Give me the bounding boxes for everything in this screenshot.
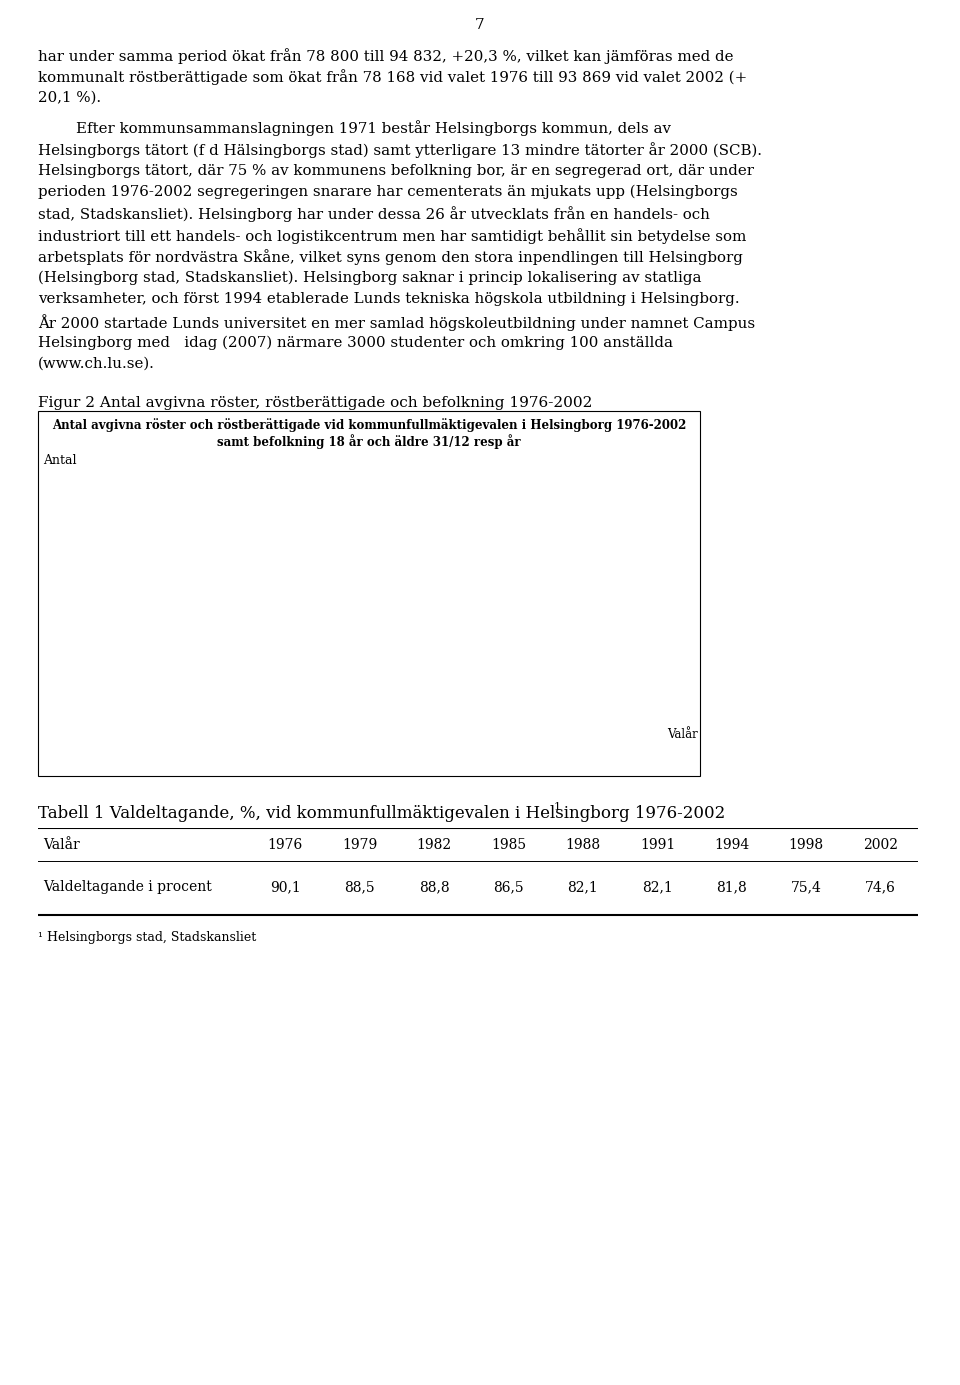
Text: Efter kommunsammanslagningen 1971 består Helsingborgs kommun, dels av: Efter kommunsammanslagningen 1971 består… [38,120,671,136]
Text: 1994: 1994 [714,838,750,852]
Text: Valår: Valår [43,838,80,852]
Text: 20,1 %).: 20,1 %). [38,91,101,105]
Text: 1976: 1976 [268,838,302,852]
Text: 7: 7 [475,18,485,32]
Text: Helsingborgs tätort (f d Hälsingborgs stad) samt ytterligare 13 mindre tätorter : Helsingborgs tätort (f d Hälsingborgs st… [38,143,762,158]
Text: 1985: 1985 [491,838,526,852]
Text: 81,8: 81,8 [716,881,747,895]
Text: (www.ch.lu.se).: (www.ch.lu.se). [38,357,155,371]
Text: Helsingborg med   idag (2007) närmare 3000 studenter och omkring 100 anställda: Helsingborg med idag (2007) närmare 3000… [38,335,673,350]
Text: 2002: 2002 [863,838,899,852]
Text: År 2000 startade Lunds universitet en mer samlad högskoleutbildning under namnet: År 2000 startade Lunds universitet en me… [38,314,756,331]
Text: industriort till ett handels- och logistikcentrum men har samtidigt behållit sin: industriort till ett handels- och logist… [38,229,746,244]
Text: arbetsplats för nordvästra Skåne, vilket syns genom den stora inpendlingen till : arbetsplats för nordvästra Skåne, vilket… [38,249,743,266]
Text: 74,6: 74,6 [865,881,897,895]
Text: Helsingborgs tätort, där 75 % av kommunens befolkning bor, är en segregerad ort,: Helsingborgs tätort, där 75 % av kommune… [38,163,754,177]
Text: har under samma period ökat från 78 800 till 94 832, +20,3 %, vilket kan jämföra: har under samma period ökat från 78 800 … [38,48,733,64]
Text: 86,5: 86,5 [493,881,524,895]
Text: samt befolkning 18 år och äldre 31/12 resp år: samt befolkning 18 år och äldre 31/12 re… [217,435,521,449]
Text: 1991: 1991 [639,838,675,852]
Text: stad, Stadskansliet). Helsingborg har under dessa 26 år utvecklats från en hande: stad, Stadskansliet). Helsingborg har un… [38,206,709,223]
Text: 1998: 1998 [789,838,824,852]
Text: 90,1: 90,1 [270,881,300,895]
Text: 88,8: 88,8 [419,881,449,895]
Text: Figur 2 Antal avgivna röster, röstberättigade och befolkning 1976-2002: Figur 2 Antal avgivna röster, röstberätt… [38,396,592,410]
Text: verksamheter, och först 1994 etablerade Lunds tekniska högskola utbildning i Hel: verksamheter, och först 1994 etablerade … [38,292,739,306]
Text: ¹ Helsingborgs stad, Stadskansliet: ¹ Helsingborgs stad, Stadskansliet [38,931,256,943]
Text: (Helsingborg stad, Stadskansliet). Helsingborg saknar i princip lokalisering av : (Helsingborg stad, Stadskansliet). Helsi… [38,271,702,285]
Text: 1982: 1982 [417,838,451,852]
Text: 1979: 1979 [342,838,377,852]
Text: Tabell 1 Valdeltagande, %, vid kommunfullmäktigevalen i Helsingborg 1976-2002: Tabell 1 Valdeltagande, %, vid kommunful… [38,806,725,823]
Text: perioden 1976-2002 segregeringen snarare har cementerats än mjukats upp (Helsing: perioden 1976-2002 segregeringen snarare… [38,186,737,199]
Text: Antal: Antal [43,454,77,468]
Text: kommunalt röstberättigade som ökat från 78 168 vid valet 1976 till 93 869 vid va: kommunalt röstberättigade som ökat från … [38,69,747,86]
Text: 88,5: 88,5 [345,881,375,895]
Text: 1: 1 [554,802,561,812]
Text: Valår: Valår [667,729,698,741]
Legend: Avg röster, Röstber, Befolk31/12: Avg röster, Röstber, Befolk31/12 [223,737,579,762]
Text: 82,1: 82,1 [642,881,673,895]
Text: Valdeltagande i procent: Valdeltagande i procent [43,881,212,895]
Text: 82,1: 82,1 [567,881,598,895]
Text: Antal avgivna röster och röstberättigade vid kommunfullmäktigevalen i Helsingbor: Antal avgivna röster och röstberättigade… [52,418,686,432]
Text: 1988: 1988 [565,838,601,852]
Text: 75,4: 75,4 [791,881,822,895]
